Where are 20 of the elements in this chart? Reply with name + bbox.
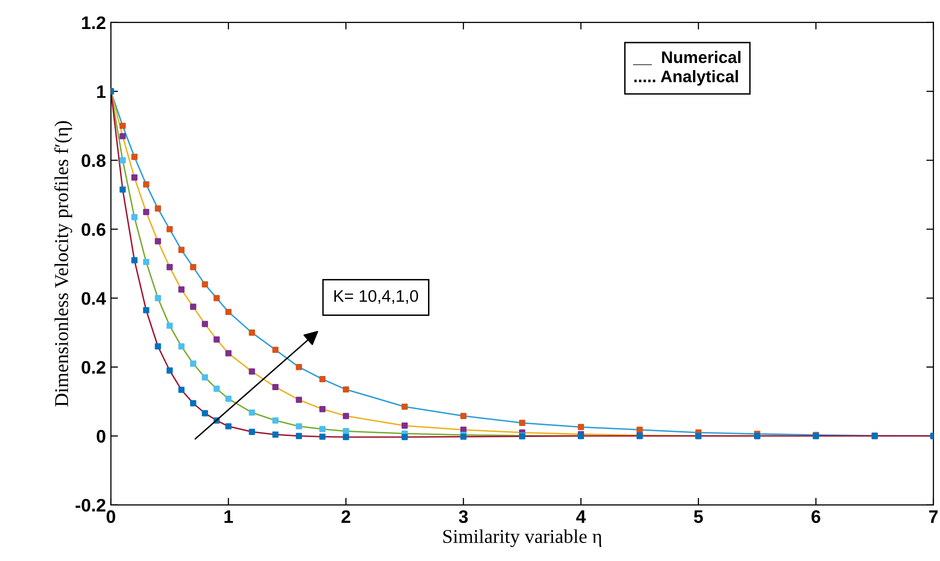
y-tick-label: 0.2 — [82, 360, 106, 374]
annotation: K= 10,4,1,0 — [334, 290, 418, 304]
x-tick-label: 6 — [812, 510, 820, 524]
y-tick-label: 1 — [97, 85, 106, 98]
y-tick-label: 0.4 — [82, 292, 106, 305]
x-tick-label: 4 — [576, 510, 586, 523]
y-tick-label: 1.2 — [82, 16, 106, 29]
y-tick-label: 0 — [96, 430, 106, 443]
x-tick-label: 7 — [929, 510, 938, 523]
y-axis-title: Dimensionless Velocity profiles f′(η) — [54, 121, 72, 407]
x-tick-label: 0 — [106, 510, 116, 524]
y-tick-label: -0.2 — [76, 498, 106, 512]
x-axis-title: Similarity variable η — [443, 529, 602, 548]
y-tick-label: 0.8 — [82, 154, 106, 168]
x-tick-label: 5 — [694, 510, 703, 524]
x-tick-label: 2 — [342, 510, 350, 523]
x-tick-label: 1 — [224, 510, 233, 523]
annotation: __ Numerical ..... Analytical — [633, 50, 740, 86]
x-tick-label: 3 — [458, 510, 468, 524]
y-tick-label: 0.6 — [82, 223, 106, 236]
